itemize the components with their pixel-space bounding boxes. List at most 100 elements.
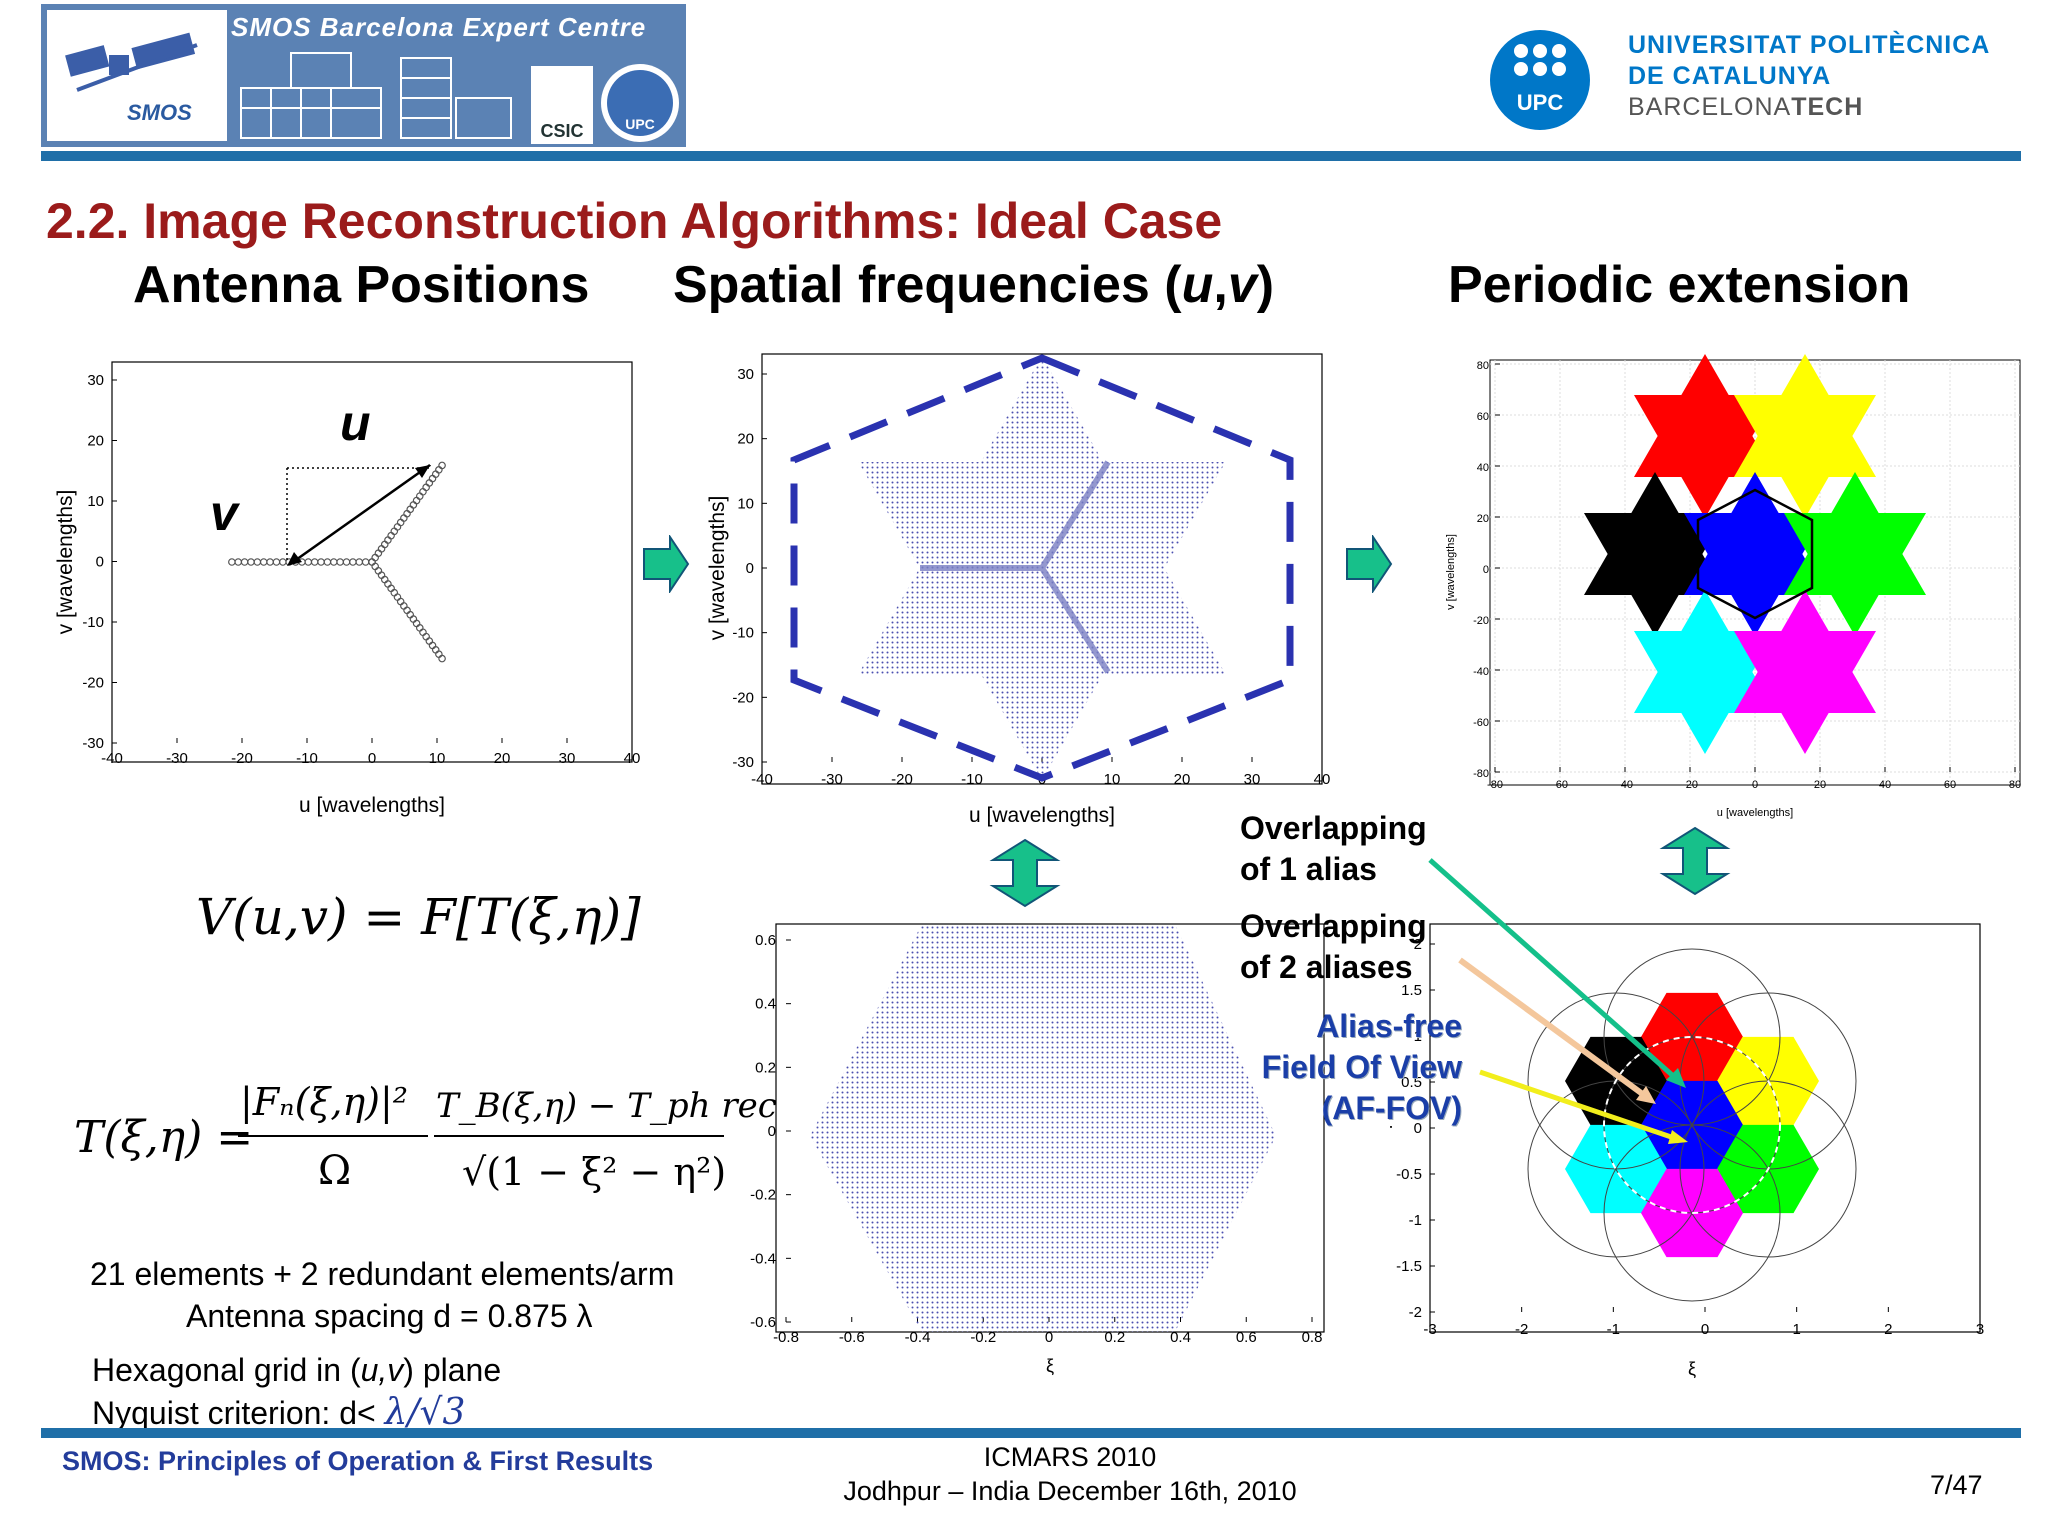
sqrt-denominator: √(1 − ξ² − η²) [462,1150,727,1194]
periodic-extension-plot: -80 -60 -40 -20 0 20 40 60 80 80 60 40 20 0 -20 -40 -60 -… [1445,354,2021,819]
satellite-icon [65,32,198,92]
x-tick-label: 20 [1174,771,1191,788]
u-vector-label: u [340,395,371,451]
y-tick-label: 30 [737,366,754,383]
x-tick-label: -30 [166,750,188,767]
alias-star [1783,472,1927,636]
visibility-equation: V(u,v) = F[T(ξ,η)] [196,888,641,946]
y-tick-label: 10 [737,495,754,512]
y-tick-label: 60 [1477,411,1489,423]
x-tick-label: 1 [1792,1321,1800,1338]
footer-title: SMOS: Principles of Operation & First Re… [62,1446,654,1476]
y-tick-label: -10 [732,625,754,642]
x-tick-label: -40 [751,771,773,788]
x-tick-label: -80 [1487,779,1503,791]
smos-logo: SMOS [47,10,227,141]
bec-title: SMOS Barcelona Expert Centre [231,12,647,42]
y-tick-label: 2 [1414,936,1422,953]
heading-antenna-positions: Antenna Positions [133,256,590,314]
x-axis-label: u [wavelengths] [1717,807,1793,819]
afov-circle [1603,1036,1781,1214]
x-tick-label: 2 [1884,1321,1892,1338]
y-tick-label: -0.2 [750,1187,776,1204]
x-tick-label: -20 [891,771,913,788]
x-tick-label: -0.6 [839,1329,865,1346]
y-tick-label: 0 [1483,564,1489,576]
x-tick-label: 30 [559,750,576,767]
x-tick-label: -20 [231,750,253,767]
y-tick-label: 1 [1414,1028,1422,1045]
x-tick-label: 0.4 [1170,1329,1191,1346]
heading-periodic-extension: Periodic extension [1448,256,1911,314]
x-axis-label: u [wavelengths] [299,794,445,817]
overlap-2-aliases-label: Overlapping of 2 aliases [1240,908,1427,985]
uv-hexagon-boundary [790,354,1294,782]
y-tick-label: -2 [1409,1304,1422,1321]
omega-symbol: Ω [318,1148,352,1194]
af-fov-label: Alias-free Field Of View (AF-FOV) [1261,1008,1462,1126]
slide-title: 2.2. Image Reconstruction Algorithms: Id… [46,193,1223,249]
upc-wordmark: UNIVERSITAT POLITÈCNICA DE CATALUNYA BAR… [1628,31,1991,121]
upc-small-logo: UPC [601,64,679,142]
footer-divider [41,1428,2021,1438]
y-tick-label: 0.5 [1401,1074,1422,1091]
y-tick-label: -40 [1473,666,1489,678]
vertical-double-arrow-icon [989,838,1061,908]
x-tick-label: 40 [1879,779,1891,791]
y-tick-label: -30 [82,735,104,752]
y-tick-label: 0 [96,554,104,571]
csic-logo: CSIC [531,66,593,144]
x-tick-label: 80 [2009,779,2021,791]
footer-event: ICMARS 2010 Jodhpur – India December 16th… [843,1442,1297,1506]
right-arrow-icon [643,535,690,593]
elements-note: 21 elements + 2 redundant elements/arm [90,1256,675,1292]
x-tick-label: 60 [1944,779,1956,791]
x-tick-label: -0.4 [905,1329,931,1346]
x-tick-label: 0 [368,750,376,767]
y-tick-label: -1 [1409,1212,1422,1229]
x-tick-label: 0.2 [1104,1329,1125,1346]
y-tick-label: 20 [1477,513,1489,525]
alias-stars [1583,354,1927,754]
y-tick-label: -20 [732,689,754,706]
y-tick-label: 1.5 [1401,982,1422,999]
overlap-1-alias-label: Overlapping of 1 alias [1240,810,1427,887]
x-tick-label: -10 [296,750,318,767]
y-tick-label: -1.5 [1396,1258,1422,1275]
y-axis-label: v [wavelengths] [54,490,77,635]
heading-spatial-frequencies: Spatial frequencies (u,v) [673,256,1275,314]
x-tick-label: -40 [101,750,123,767]
center-hexagon-outline [1696,488,1814,620]
tb-numerator: T_B(ξ,η) − T_ph rec [436,1086,777,1126]
x-tick-label: -60 [1552,779,1568,791]
fraction-bar [238,1135,428,1137]
x-tick-label: 0 [1701,1321,1709,1338]
vertical-double-arrow-icon [1659,826,1731,896]
xi-eta-plot: -0.8 -0.6 -0.4 -0.2 0 0.2 0.4 0.6 0.80.60.40.20-… [750,923,1325,1376]
x-tick-label: 20 [494,750,511,767]
antenna-markers [228,461,446,663]
x-tick-label: -40 [1617,779,1633,791]
y-tick-label: -10 [82,614,104,631]
x-tick-label: -20 [1682,779,1698,791]
annotation-arrows [1428,858,1688,1144]
y-tick-label: -0.5 [1396,1166,1422,1183]
y-tick-label: 0.6 [755,932,776,949]
x-tick-label: 0 [1045,1329,1053,1346]
y-tick-label: -60 [1473,717,1489,729]
hex-grid-note: Hexagonal grid in (u,v) plane [92,1352,502,1388]
alias-star [1733,590,1877,754]
y-tick-label: 10 [87,493,104,510]
x-tick-label: 30 [1244,771,1261,788]
fn-numerator: |Fₙ(ξ,η)|² [240,1080,409,1124]
spacing-note: Antenna spacing d = 0.875 λ [186,1298,593,1334]
y-tick-label: 80 [1477,360,1489,372]
y-tick-label: 0 [768,1123,776,1140]
y-tick-label: 20 [87,433,104,450]
x-tick-label: 0.8 [1302,1329,1323,1346]
xi-eta-hexagon [810,924,1276,1332]
page-number: 7/47 [1930,1470,1983,1500]
header-divider [41,151,2021,161]
y-tick-label: 0.4 [755,996,776,1013]
